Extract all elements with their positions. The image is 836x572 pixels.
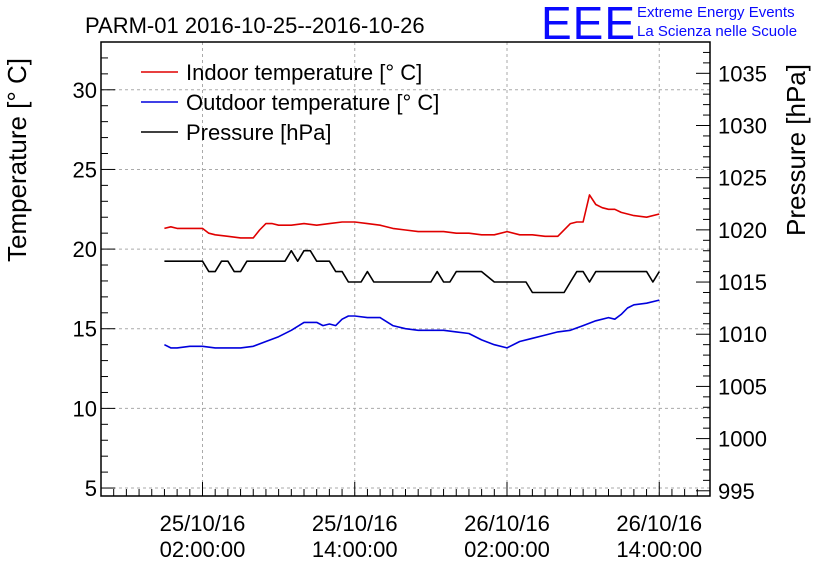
x-tick-label-date: 26/10/16 (616, 511, 702, 536)
y2-tick-label: 1010 (718, 322, 767, 347)
series-line-1 (164, 194, 660, 239)
x-tick-label-time: 14:00:00 (616, 537, 702, 562)
y-tick-label: 30 (73, 78, 97, 103)
series-lines (164, 194, 660, 349)
y2-tick-label: 1020 (718, 218, 767, 243)
y2-tick-label: 1030 (718, 113, 767, 138)
y-tick-label: 5 (85, 476, 97, 501)
x-tick-label-date: 25/10/16 (160, 511, 246, 536)
y-tick-label: 15 (73, 317, 97, 342)
x-tick-label-date: 25/10/16 (312, 511, 398, 536)
y2-tick-label: 1000 (718, 427, 767, 452)
x-tick-label-time: 02:00:00 (464, 537, 550, 562)
legend-label-3: Pressure [hPa] (186, 120, 332, 145)
legend: Indoor temperature [° C] Outdoor temperat… (141, 60, 439, 145)
chart-title: PARM-01 2016-10-25--2016-10-26 (85, 13, 425, 38)
x-tick-label-time: 02:00:00 (160, 537, 246, 562)
eee-logo-line2: La Scienza nelle Scuole (637, 23, 798, 40)
axes: 5101520253099510001005101010151020102510… (2, 41, 811, 562)
legend-label-2: Outdoor temperature [° C] (186, 90, 439, 115)
x-tick-label-time: 14:00:00 (312, 537, 398, 562)
y2-tick-label: 1035 (718, 61, 767, 86)
y-tick-label: 25 (73, 157, 97, 182)
y2-tick-label: 1025 (718, 166, 767, 191)
y2-tick-label: 1005 (718, 374, 767, 399)
y2-axis-title: Pressure [hPa] (781, 64, 811, 236)
series-line-2 (164, 299, 660, 349)
eee-logo-line1: Extreme Energy Events (637, 4, 795, 21)
y2-tick-label: 1015 (718, 270, 767, 295)
y-axis-title: Temperature [° C] (2, 58, 32, 262)
x-tick-label-date: 26/10/16 (464, 511, 550, 536)
grid-lines (101, 42, 710, 496)
y-tick-label: 20 (73, 237, 97, 262)
series-line-3 (164, 249, 660, 294)
y-tick-label: 10 (73, 396, 97, 421)
y2-tick-label: 995 (718, 479, 755, 504)
legend-label-1: Indoor temperature [° C] (186, 60, 422, 85)
eee-logo-letters: EEE (541, 0, 637, 49)
